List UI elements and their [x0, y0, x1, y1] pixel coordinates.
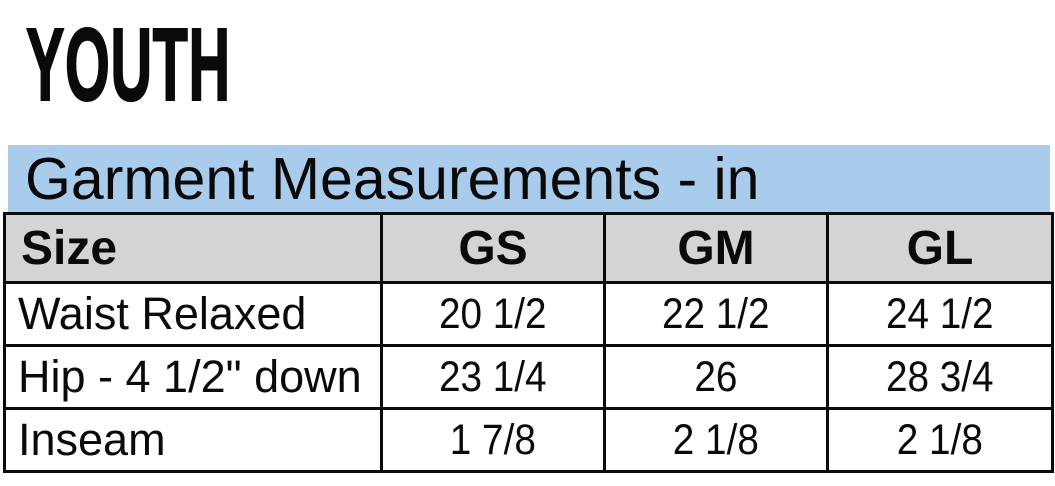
table-header-row: Size GS GM GL: [3, 212, 1054, 284]
table-row-inseam: Inseam 1 7/8 2 1/8 2 1/8: [3, 407, 1054, 473]
table-title-banner: Garment Measurements - in: [8, 145, 1050, 212]
measurement-value: 26: [603, 344, 829, 410]
table-title: Garment Measurements - in: [25, 146, 760, 212]
page-title: YOUTH: [25, 7, 231, 122]
measurement-value: 22 1/2: [603, 281, 829, 347]
column-header-size: Size: [3, 212, 383, 284]
measurement-value: 2 1/8: [826, 407, 1054, 473]
measurement-value: 24 1/2: [826, 281, 1054, 347]
garment-measurements-table: Size GS GM GL Waist Relaxed 20 1/2 22 1/…: [3, 212, 1054, 473]
column-header-gm: GM: [603, 212, 829, 284]
row-label: Inseam: [3, 407, 383, 473]
row-label: Waist Relaxed: [3, 281, 383, 347]
column-header-gs: GS: [380, 212, 606, 284]
measurement-value: 23 1/4: [380, 344, 606, 410]
table-row-hip: Hip - 4 1/2" down 23 1/4 26 28 3/4: [3, 344, 1054, 410]
table-row-waist-relaxed: Waist Relaxed 20 1/2 22 1/2 24 1/2: [3, 281, 1054, 347]
column-header-gl: GL: [826, 212, 1054, 284]
measurement-value: 28 3/4: [826, 344, 1054, 410]
row-label: Hip - 4 1/2" down: [3, 344, 383, 410]
measurement-value: 1 7/8: [380, 407, 606, 473]
measurement-value: 20 1/2: [380, 281, 606, 347]
measurement-value: 2 1/8: [603, 407, 829, 473]
